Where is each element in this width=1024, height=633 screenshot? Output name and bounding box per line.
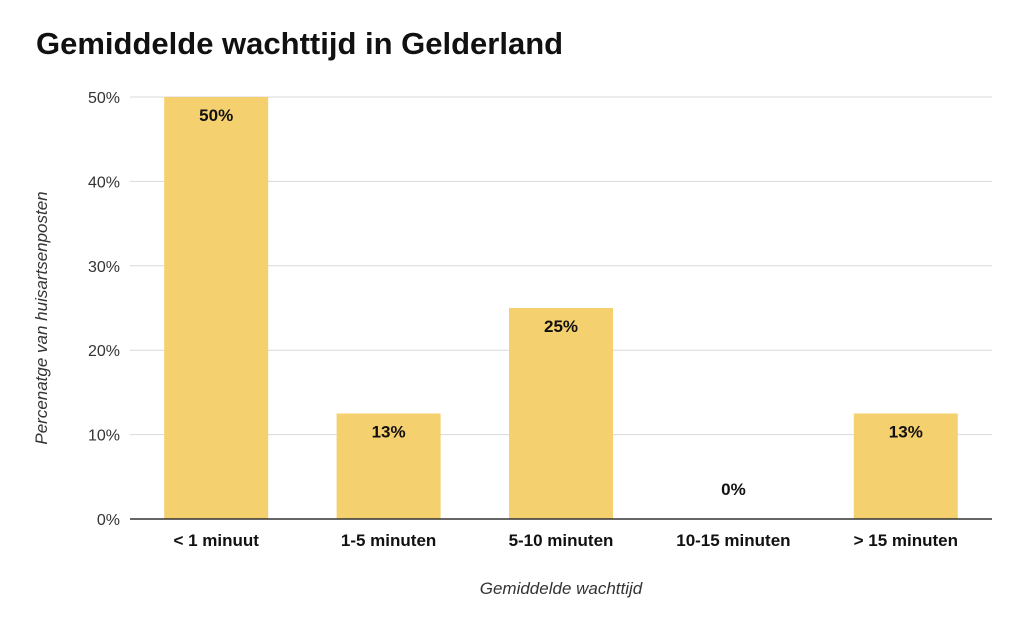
y-tick-label: 30% — [88, 259, 120, 276]
bar — [164, 97, 269, 519]
bar — [509, 308, 613, 519]
category-label: 10-15 minuten — [676, 531, 790, 550]
data-label: 13% — [372, 423, 406, 442]
y-axis-title: Percenatge van huisartsenposten — [32, 191, 51, 444]
category-label: 5-10 minuten — [509, 531, 614, 550]
data-label: 25% — [544, 317, 578, 336]
bar — [336, 413, 441, 519]
y-tick-label: 50% — [88, 90, 120, 107]
chart-title: Gemiddelde wachttijd in Gelderland — [36, 26, 564, 61]
y-tick-label: 40% — [88, 174, 120, 191]
y-tick-label: 10% — [88, 428, 120, 445]
bars — [164, 97, 958, 519]
x-axis-title: Gemiddelde wachttijd — [480, 579, 643, 598]
data-label: 13% — [889, 423, 923, 442]
data-label: 50% — [199, 106, 233, 125]
data-labels: 50% 13% 25% 0% 13% — [199, 106, 923, 499]
y-tick-labels: 0% 10% 20% 30% 40% 50% — [88, 90, 120, 529]
category-label: > 15 minuten — [854, 531, 958, 550]
data-label: 0% — [721, 480, 746, 499]
category-label: < 1 minuut — [173, 531, 259, 550]
category-label: 1-5 minuten — [341, 531, 436, 550]
category-labels: < 1 minuut 1-5 minuten 5-10 minuten 10-15 m… — [173, 531, 958, 550]
y-tick-label: 0% — [97, 512, 120, 529]
bar — [853, 413, 958, 519]
y-tick-label: 20% — [88, 343, 120, 360]
